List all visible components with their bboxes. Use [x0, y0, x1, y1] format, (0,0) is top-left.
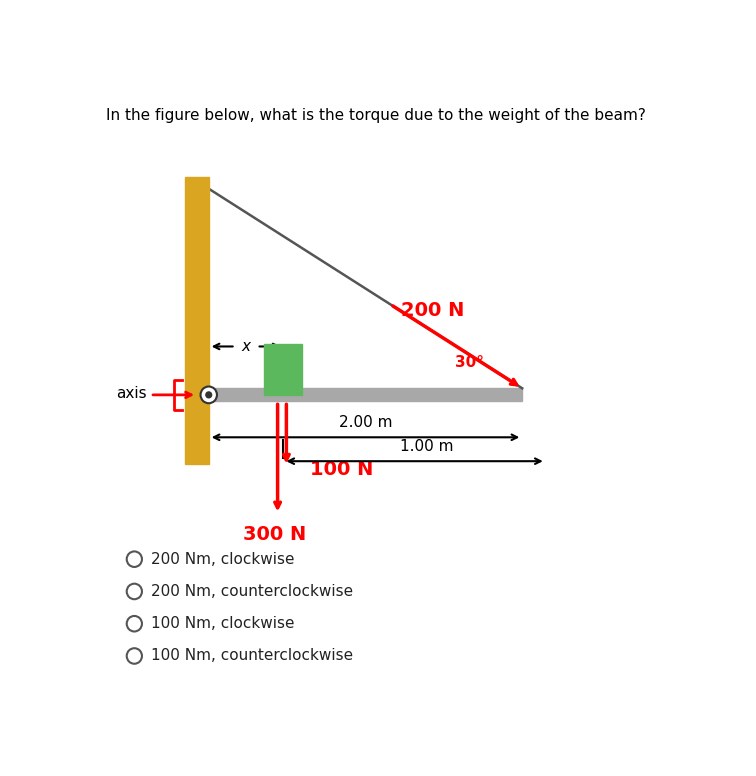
Text: 200 N: 200 N: [401, 301, 465, 320]
Text: 100 N: 100 N: [310, 460, 373, 479]
Text: 100 Nm, counterclockwise: 100 Nm, counterclockwise: [150, 649, 353, 663]
Text: 30°: 30°: [455, 355, 484, 369]
Bar: [185, 177, 209, 463]
Text: 300 N: 300 N: [243, 525, 306, 544]
Text: 200 Nm, counterclockwise: 200 Nm, counterclockwise: [150, 584, 353, 599]
Circle shape: [200, 386, 217, 404]
Bar: [265, 344, 302, 395]
Circle shape: [206, 392, 212, 398]
Text: 100 Nm, clockwise: 100 Nm, clockwise: [150, 616, 294, 631]
Text: 200 Nm, clockwise: 200 Nm, clockwise: [150, 552, 294, 566]
Text: 2.00 m: 2.00 m: [339, 415, 392, 430]
Text: axis: axis: [116, 386, 147, 400]
Text: 1.00 m: 1.00 m: [399, 439, 453, 454]
Text: In the figure below, what is the torque due to the weight of the beam?: In the figure below, what is the torque …: [106, 108, 646, 123]
Bar: [209, 388, 522, 401]
Text: x: x: [242, 339, 250, 354]
